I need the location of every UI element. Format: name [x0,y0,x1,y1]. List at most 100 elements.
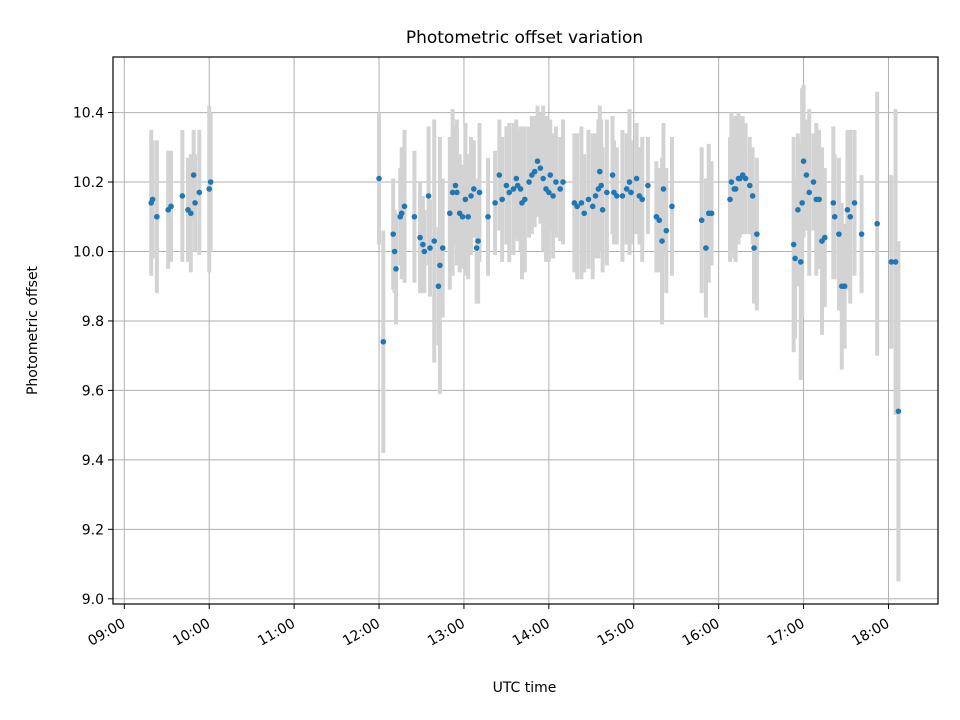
y-tick-label: 9.0 [82,592,104,608]
x-tick-label: 13:00 [425,616,468,650]
data-point [797,259,804,265]
data-point [589,203,596,210]
y-tick-label: 9.8 [82,314,104,330]
data-point [816,196,822,203]
data-point [831,213,838,220]
error-bars [149,84,901,582]
data-point [613,193,620,199]
data-point [806,189,813,196]
data-point [476,189,483,196]
data-point [475,238,481,244]
data-point [513,175,520,182]
data-point [619,193,626,199]
data-point [459,213,466,220]
data-point [847,213,854,220]
data-point [454,189,460,196]
data-point [425,193,432,199]
y-axis-label: Photometric offset [25,265,41,395]
x-tick-label: 18:00 [850,616,893,650]
data-point [506,189,513,196]
data-point [546,189,552,196]
data-point [592,193,599,199]
data-point [669,203,675,210]
y-tick-label: 9.4 [82,453,104,469]
data-point [446,210,453,217]
data-point [708,210,715,217]
data-point [398,210,405,217]
data-point [874,220,880,227]
data-point [604,189,610,196]
y-tick-label: 10.0 [73,244,104,260]
data-point [534,158,541,164]
data-point [596,168,603,175]
x-tick-label: 09:00 [85,616,128,650]
data-point [521,196,528,203]
data-point [790,241,797,248]
data-point [468,193,474,199]
x-axis-label: UTC time [493,680,557,696]
data-point [376,175,382,182]
data-point [537,165,544,171]
data-point [795,207,801,213]
data-point [179,193,186,199]
data-point [401,203,408,210]
data-point [799,200,805,206]
data-point [698,217,705,224]
data-point [742,175,749,182]
data-point [449,189,456,196]
data-point [656,217,663,224]
data-point [550,193,556,199]
data-point [821,234,828,241]
data-point [800,158,807,164]
x-axis-ticks: 09:00 10:00 11:00 12:00 13:00 14:00 15:00 16:00… [85,604,892,650]
data-point [830,200,837,206]
data-point [581,210,588,217]
data-point [393,266,399,272]
data-point [188,210,194,217]
data-point [411,213,418,220]
data-point [421,248,428,255]
data-point [751,245,757,251]
data-point [639,196,646,203]
data-point [540,175,546,182]
data-point [471,186,477,192]
data-point [526,179,532,185]
y-tick-label: 9.6 [82,383,104,399]
data-point [431,238,438,244]
y-axis-ticks: 9.0 9.2 9.4 9.6 9.8 10.0 10.2 10.4 [73,106,113,608]
x-tick-label: 12:00 [340,616,383,650]
x-tick-label: 11:00 [255,616,298,650]
data-point [598,182,605,189]
data-point [196,189,203,196]
x-tick-label: 16:00 [680,616,723,650]
data-point [888,259,895,265]
data-point [149,196,156,203]
data-point [473,245,480,251]
data-point [417,234,423,241]
data-point [749,193,756,199]
data-point [168,203,174,210]
data-point [858,231,865,237]
data-point [728,179,735,185]
data-point [391,248,398,255]
data-point [154,213,160,220]
data-point [585,196,592,203]
data-point [732,186,739,192]
x-tick-label: 14:00 [510,616,553,650]
data-point [663,227,670,234]
data-point [628,189,634,196]
data-point [192,200,198,206]
data-point [844,207,851,213]
data-point [895,408,902,415]
data-point [660,186,667,192]
data-point [492,200,498,206]
chart-title: Photometric offset variation [406,28,643,48]
data-point [803,172,810,178]
data-point [420,241,426,248]
data-point [496,172,503,178]
data-point [557,186,563,192]
data-point [435,283,442,290]
data-point [810,179,817,185]
data-point [465,213,471,220]
